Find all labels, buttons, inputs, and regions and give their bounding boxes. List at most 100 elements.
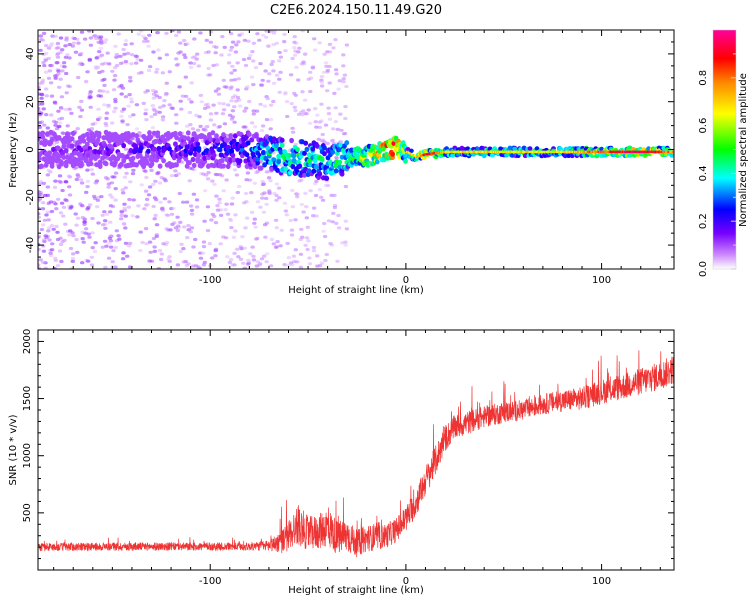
noise-blob bbox=[113, 171, 119, 175]
ridge-blob bbox=[534, 146, 540, 151]
noise-blob bbox=[140, 240, 145, 245]
noise-blob bbox=[44, 44, 49, 48]
ridge-core bbox=[544, 150, 547, 154]
noise-blob bbox=[233, 213, 238, 217]
noise-blob bbox=[57, 121, 63, 125]
ridge-blob bbox=[288, 170, 293, 176]
noise-blob bbox=[138, 248, 143, 253]
noise-blob bbox=[110, 121, 115, 125]
noise-blob bbox=[73, 212, 78, 216]
noise-blob bbox=[198, 31, 203, 35]
noise-blob bbox=[236, 77, 241, 81]
ridge-core bbox=[414, 155, 417, 158]
noise-blob bbox=[208, 73, 213, 77]
ridge-blob bbox=[185, 136, 191, 142]
noise-blob bbox=[266, 44, 271, 49]
noise-blob bbox=[326, 112, 332, 116]
ridge-core bbox=[574, 150, 576, 154]
noise-blob bbox=[158, 200, 163, 204]
noise-blob bbox=[97, 50, 102, 54]
noise-blob bbox=[161, 242, 166, 246]
noise-blob bbox=[319, 80, 324, 84]
ridge-blob bbox=[390, 151, 395, 157]
ridge-core bbox=[580, 150, 582, 154]
noise-blob bbox=[244, 200, 249, 204]
ridge-core bbox=[604, 150, 607, 154]
ridge-core bbox=[502, 150, 505, 154]
noise-blob bbox=[249, 75, 255, 79]
noise-blob bbox=[49, 209, 55, 214]
ridge-blob bbox=[127, 139, 132, 145]
snr-ytick-label: 1000 bbox=[22, 443, 33, 468]
ridge-core bbox=[592, 150, 595, 154]
ridge-blob bbox=[229, 148, 235, 154]
noise-blob bbox=[38, 102, 42, 106]
noise-blob bbox=[260, 78, 265, 82]
ridge-blob bbox=[297, 163, 303, 169]
ridge-blob bbox=[217, 147, 223, 153]
noise-blob bbox=[113, 187, 118, 191]
noise-blob bbox=[121, 222, 127, 226]
noise-blob bbox=[86, 232, 91, 236]
noise-blob bbox=[117, 237, 122, 241]
ridge-core bbox=[539, 150, 541, 154]
noise-blob bbox=[173, 226, 178, 230]
ridge-core bbox=[409, 152, 412, 155]
ridge-core bbox=[476, 150, 478, 154]
noise-blob bbox=[233, 50, 239, 54]
noise-blob bbox=[320, 132, 325, 137]
noise-blob bbox=[312, 48, 318, 52]
noise-blob bbox=[214, 111, 219, 115]
ridge-core bbox=[420, 154, 423, 157]
noise-blob bbox=[259, 83, 265, 87]
ridge-blob bbox=[161, 158, 167, 164]
noise-blob bbox=[267, 189, 272, 193]
ridge-core bbox=[538, 150, 540, 154]
noise-blob bbox=[277, 50, 282, 55]
noise-blob bbox=[38, 144, 41, 148]
snr-series-line bbox=[38, 350, 674, 558]
noise-blob bbox=[92, 194, 97, 198]
noise-blob bbox=[331, 46, 336, 50]
noise-blob bbox=[147, 240, 153, 244]
noise-blob bbox=[194, 113, 199, 117]
noise-blob bbox=[89, 263, 95, 267]
noise-blob bbox=[278, 244, 283, 248]
cbar-tick-label: 0.2 bbox=[698, 213, 709, 229]
ridge-blob bbox=[156, 145, 162, 152]
noise-blob bbox=[151, 96, 157, 100]
spectrogram-ylabel: Frequency (Hz) bbox=[8, 112, 19, 188]
ridge-core bbox=[500, 150, 503, 154]
noise-blob bbox=[317, 264, 323, 268]
noise-blob bbox=[71, 252, 76, 256]
noise-blob bbox=[264, 196, 269, 201]
noise-blob bbox=[134, 127, 140, 131]
ridge-blob bbox=[109, 144, 115, 150]
ridge-blob bbox=[162, 137, 168, 143]
ridge-blob bbox=[60, 150, 66, 156]
noise-blob bbox=[252, 221, 257, 225]
ridge-blob bbox=[190, 136, 196, 143]
ridge-blob bbox=[97, 163, 103, 169]
ridge-core bbox=[531, 150, 533, 154]
noise-blob bbox=[255, 32, 260, 36]
noise-blob bbox=[189, 81, 194, 85]
noise-blob bbox=[232, 168, 238, 172]
noise-blob bbox=[214, 194, 219, 198]
noise-blob bbox=[151, 182, 156, 186]
noise-blob bbox=[252, 181, 257, 185]
noise-blob bbox=[296, 78, 301, 82]
ridge-core bbox=[566, 150, 568, 154]
noise-blob bbox=[111, 249, 116, 253]
ridge-core bbox=[511, 150, 514, 154]
noise-blob bbox=[198, 93, 204, 97]
ridge-core bbox=[568, 150, 570, 154]
noise-blob bbox=[119, 210, 125, 214]
noise-blob bbox=[188, 230, 193, 234]
ridge-core bbox=[661, 150, 663, 154]
noise-blob bbox=[88, 105, 93, 109]
noise-blob bbox=[292, 53, 298, 57]
noise-blob bbox=[148, 250, 153, 254]
noise-blob bbox=[177, 85, 182, 89]
noise-blob bbox=[67, 175, 73, 179]
